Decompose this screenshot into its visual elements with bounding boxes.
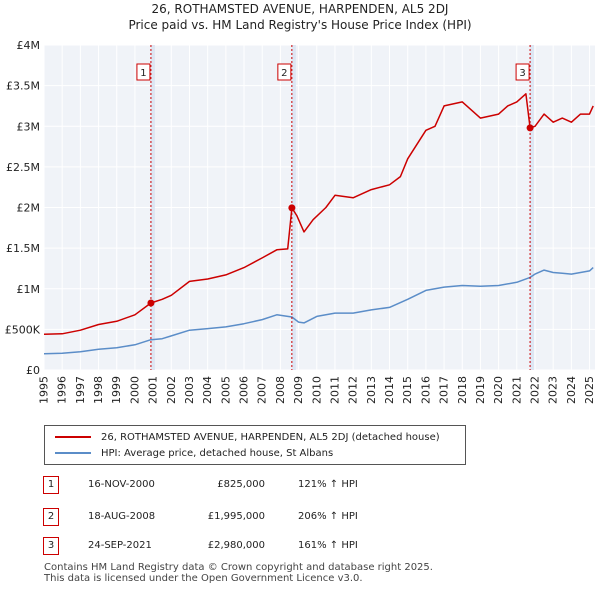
x-tick-label: 2018 [456, 376, 469, 404]
y-axis-ticks: £0 £500K £1M £1.5M £2M £2.5M £3M £3.5M £4M [5, 39, 41, 377]
y-tick-label: £1.5M [6, 242, 40, 255]
x-tick-label: 2022 [528, 376, 541, 404]
x-tick-label: 1995 [38, 376, 51, 404]
price-chart: 1 2 3 £0 £500K £1M £1.5M £2M £2.5M £3M £3.5M £4M 1… [5, 39, 597, 404]
transaction-number-badge: 1 [43, 476, 59, 494]
x-tick-label: 2003 [183, 376, 196, 404]
sale-marker-label: 3 [519, 68, 525, 79]
legend-label-hpi: HPI: Average price, detached house, St A… [101, 447, 334, 459]
sale-marker-label: 2 [281, 68, 287, 79]
transaction-price: £825,000 [217, 479, 265, 490]
transaction-hpi-change: 121% ↑ HPI [298, 479, 358, 490]
chart-title-line2: Price paid vs. HM Land Registry's House … [128, 18, 472, 32]
legend-label-property: 26, ROTHAMSTED AVENUE, HARPENDEN, AL5 2D… [101, 431, 440, 443]
legend-item-property: 26, ROTHAMSTED AVENUE, HARPENDEN, AL5 2D… [55, 429, 440, 445]
x-tick-label: 2025 [583, 376, 596, 404]
y-tick-label: £2M [17, 202, 41, 215]
x-tick-label: 2004 [201, 376, 214, 404]
x-tick-label: 1997 [74, 376, 87, 404]
y-tick-label: £2.5M [6, 161, 40, 174]
x-tick-label: 2014 [383, 376, 396, 404]
x-tick-label: 2024 [565, 376, 578, 404]
transaction-date: 24-SEP-2021 [88, 540, 152, 551]
transaction-number-badge: 2 [43, 508, 59, 526]
x-tick-label: 2016 [419, 376, 432, 404]
y-tick-label: £3M [17, 120, 41, 133]
x-tick-label: 2001 [147, 376, 160, 404]
x-tick-label: 2010 [310, 376, 323, 404]
y-tick-label: £3.5M [6, 80, 40, 93]
sale-point [147, 299, 155, 307]
sale-marker-box [515, 63, 530, 81]
x-tick-label: 2011 [328, 376, 341, 404]
x-tick-label: 2013 [365, 376, 378, 404]
sale-markers: 1 2 3 [136, 45, 534, 370]
x-tick-label: 2000 [128, 376, 141, 404]
transaction-hpi-change: 161% ↑ HPI [298, 540, 358, 551]
transaction-price: £2,980,000 [207, 540, 265, 551]
footer-licence: This data is licensed under the Open Gov… [44, 573, 363, 584]
x-tick-label: 2012 [347, 376, 360, 404]
y-tick-label: £0 [26, 364, 40, 377]
footer-copyright: Contains HM Land Registry data © Crown c… [44, 562, 433, 573]
chart-title-line1: 26, ROTHAMSTED AVENUE, HARPENDEN, AL5 2D… [151, 2, 449, 16]
y-tick-label: £4M [17, 39, 41, 52]
legend-swatch-property [55, 436, 91, 438]
x-tick-label: 2023 [547, 376, 560, 404]
transaction-price: £1,995,000 [207, 511, 265, 522]
legend: 26, ROTHAMSTED AVENUE, HARPENDEN, AL5 2D… [44, 425, 466, 465]
x-axis-ticks: 1995 1996 1997 1998 1999 2000 2001 2002 2003 2004… [38, 376, 597, 404]
sale-shade [150, 45, 155, 370]
x-tick-label: 2009 [292, 376, 305, 404]
y-tick-label: £500K [5, 323, 41, 336]
y-tick-label: £1M [17, 283, 41, 296]
transaction-number-badge: 3 [43, 537, 59, 555]
x-tick-label: 2007 [256, 376, 269, 404]
transaction-hpi-change: 206% ↑ HPI [298, 511, 358, 522]
sale-shade [530, 45, 535, 370]
transaction-row: 1 16-NOV-2000 £825,000 121% ↑ HPI [0, 476, 600, 498]
sale-marker-box [277, 63, 292, 81]
sale-point [288, 204, 296, 212]
x-tick-label: 2020 [492, 376, 505, 404]
x-tick-label: 2017 [438, 376, 451, 404]
transaction-date: 18-AUG-2008 [88, 511, 156, 522]
transaction-row: 3 24-SEP-2021 £2,980,000 161% ↑ HPI [0, 537, 600, 559]
x-tick-label: 2005 [219, 376, 232, 404]
legend-item-hpi: HPI: Average price, detached house, St A… [55, 445, 333, 461]
x-tick-label: 2006 [238, 376, 251, 404]
grid-lines [43, 44, 595, 371]
sale-point [526, 124, 534, 132]
sale-marker-box [136, 63, 151, 81]
sale-marker-label: 1 [140, 68, 146, 79]
x-tick-label: 2021 [510, 376, 523, 404]
x-tick-label: 1996 [56, 376, 69, 404]
x-tick-label: 2002 [165, 376, 178, 404]
legend-swatch-hpi [55, 452, 91, 454]
series-line [43, 267, 594, 355]
x-tick-label: 2008 [274, 376, 287, 404]
transaction-date: 16-NOV-2000 [88, 479, 155, 490]
transaction-row: 2 18-AUG-2008 £1,995,000 206% ↑ HPI [0, 508, 600, 530]
x-tick-label: 1999 [110, 376, 123, 404]
x-tick-label: 2019 [474, 376, 487, 404]
x-tick-label: 2015 [401, 376, 414, 404]
x-tick-label: 1998 [92, 376, 105, 404]
